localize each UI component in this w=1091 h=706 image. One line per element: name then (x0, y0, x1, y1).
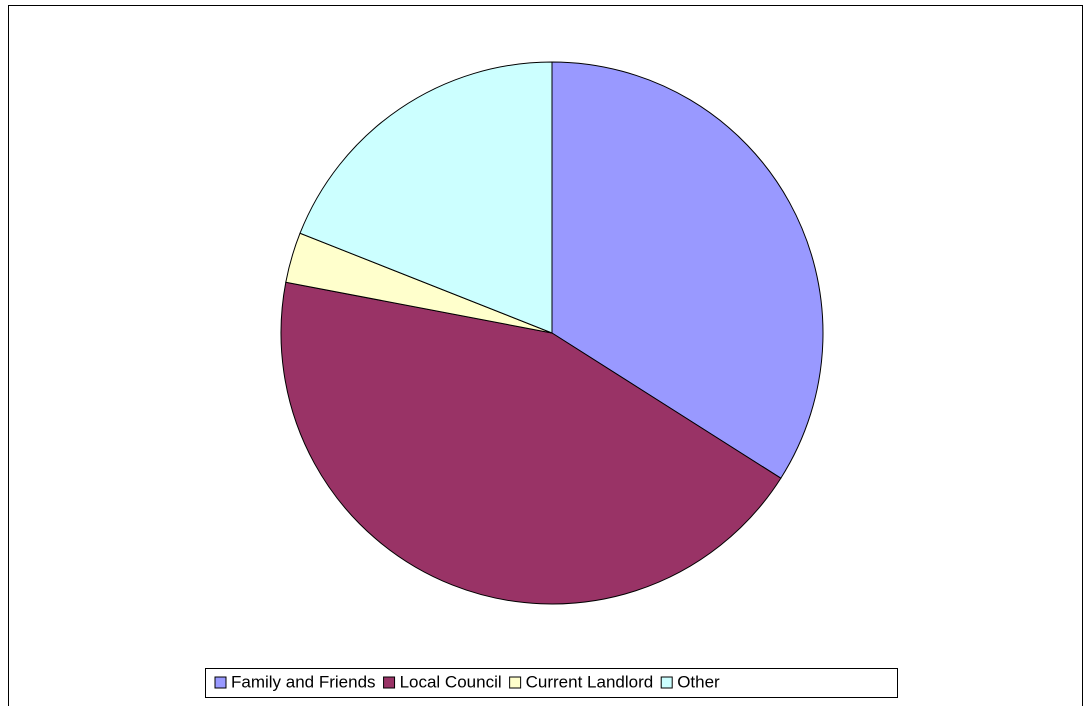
pie-slice (299, 61, 553, 334)
legend-swatch (660, 676, 673, 689)
legend-swatch (383, 676, 396, 689)
legend-swatch (214, 676, 227, 689)
legend-label: Local Council (400, 672, 502, 691)
legend-box (205, 668, 898, 698)
pie-slice (280, 281, 782, 605)
pie-slice (551, 61, 824, 479)
legend-swatch (509, 676, 522, 689)
chart-frame (8, 5, 1083, 706)
legend-label: Current Landlord (526, 672, 654, 691)
legend-label: Family and Friends (231, 672, 376, 691)
legend-label: Other (677, 672, 720, 691)
